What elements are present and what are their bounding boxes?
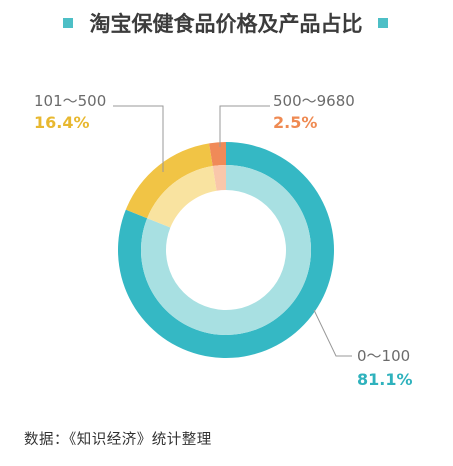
category-label-101-500: 101～500 <box>34 92 106 110</box>
value-label-500-9680: 2.5% <box>273 113 317 132</box>
leader-line-0-100 <box>313 309 352 357</box>
value-label-101-500: 16.4% <box>34 113 90 132</box>
slice-outer-101-500 <box>125 143 213 219</box>
slice-inner-101-500 <box>147 166 217 228</box>
slice-inner-0-100 <box>141 165 311 335</box>
slice-outer-500-9680 <box>209 142 226 167</box>
chart-title: 淘宝保健食品价格及产品占比 <box>90 12 363 36</box>
inner-ring <box>141 165 311 335</box>
title-marker-left <box>63 18 73 28</box>
leader-line-500-9680 <box>219 105 270 147</box>
category-label-0-100: 0～100 <box>357 347 410 365</box>
title-marker-right <box>378 18 388 28</box>
value-label-0-100: 81.1% <box>357 370 413 389</box>
outer-ring <box>117 142 334 358</box>
source-note: 数据：《知识经济》统计整理 <box>24 432 212 448</box>
leader-line-101-500 <box>113 105 164 172</box>
category-label-500-9680: 500～9680 <box>273 92 355 110</box>
slice-inner-500-9680 <box>212 165 226 191</box>
